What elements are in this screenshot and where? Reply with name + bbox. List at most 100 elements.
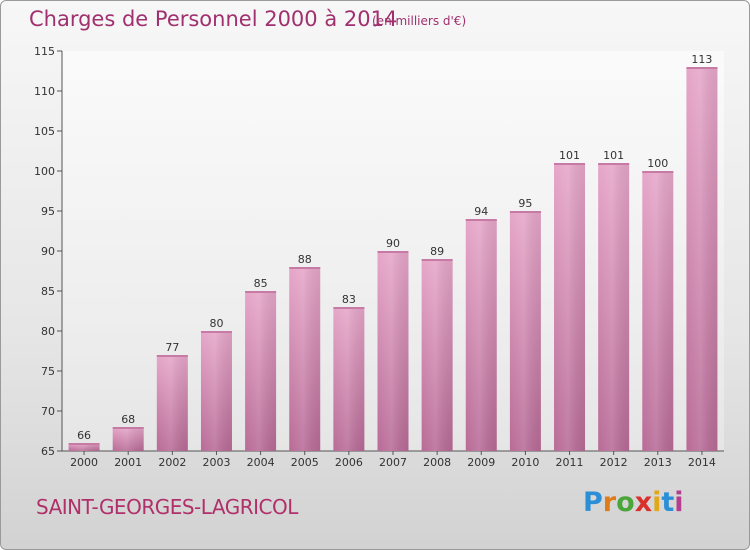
logo-letter: r — [602, 487, 617, 518]
value-label: 88 — [298, 253, 312, 266]
value-label: 77 — [165, 341, 179, 354]
bar-shine — [421, 259, 453, 451]
value-label: 113 — [691, 53, 712, 66]
logo-letter: i — [674, 487, 684, 518]
bar-top — [156, 355, 188, 357]
bar-top — [289, 267, 321, 269]
bar-top — [68, 443, 100, 445]
y-axis: 65 70 75 80 85 90 95 100 105 110 115 — [34, 45, 63, 458]
bar-top — [642, 171, 674, 173]
x-tick-label: 2001 — [114, 456, 142, 469]
bar-shine — [377, 251, 409, 451]
bar-top — [509, 211, 541, 213]
y-tick-label: 110 — [34, 85, 55, 98]
bar-top — [245, 291, 277, 293]
bar-shine — [465, 219, 497, 451]
value-label: 100 — [647, 157, 668, 170]
bar-2014 — [686, 67, 718, 451]
bar-shine — [642, 171, 674, 451]
y-tick-label: 90 — [41, 245, 55, 258]
bar-top — [465, 219, 497, 221]
bar-shine — [289, 267, 321, 451]
bar-top — [333, 307, 365, 309]
value-label: 68 — [121, 413, 135, 426]
bar-2010 — [509, 211, 541, 451]
bar-top — [554, 163, 586, 165]
x-tick-label: 2007 — [379, 456, 407, 469]
bar-shine — [554, 163, 586, 451]
value-label: 95 — [518, 197, 532, 210]
x-tick-label: 2005 — [291, 456, 319, 469]
bar-top — [200, 331, 232, 333]
y-tick-label: 70 — [41, 405, 55, 418]
bar-top — [421, 259, 453, 261]
x-tick-label: 2010 — [511, 456, 539, 469]
bar-shine — [68, 443, 100, 451]
value-labels: 66 68 77 80 85 88 83 90 89 94 95 101 101 100 113 — [77, 53, 712, 442]
x-tick-label: 2003 — [202, 456, 230, 469]
bar-2009 — [465, 219, 497, 451]
bar-shine — [112, 427, 144, 451]
logo-letter: x — [634, 487, 653, 518]
y-tick-label: 65 — [41, 445, 55, 458]
value-label: 80 — [209, 317, 223, 330]
x-tick-label: 2002 — [158, 456, 186, 469]
bar-2008 — [421, 259, 453, 451]
bar-top — [686, 67, 718, 69]
logo-letter: i — [652, 487, 662, 518]
x-axis: 2000 2001 2002 2003 2004 2005 2006 2007 2008 2009… — [62, 450, 724, 469]
bar-2012 — [598, 163, 630, 451]
commune-name: SAINT-GEORGES-LAGRICOL — [36, 495, 298, 519]
x-tick-label: 2009 — [467, 456, 495, 469]
bar-shine — [509, 211, 541, 451]
bar-2006 — [333, 307, 365, 451]
bar-shine — [156, 355, 188, 451]
bar-2005 — [289, 267, 321, 451]
value-label: 83 — [342, 293, 356, 306]
logo-letter: t — [661, 487, 675, 518]
y-tick-label: 105 — [34, 125, 55, 138]
bar-2002 — [156, 355, 188, 451]
logo-letter: P — [583, 487, 603, 518]
y-tick-label: 100 — [34, 165, 55, 178]
bar-2001 — [112, 427, 144, 451]
bar-2000 — [68, 443, 100, 451]
bar-shine — [686, 67, 718, 451]
bar-2011 — [554, 163, 586, 451]
chart-subtitle: (en milliers d'€) — [372, 14, 467, 28]
bar-2004 — [245, 291, 277, 451]
proxiti-logo: Proxiti — [583, 487, 684, 518]
bars — [68, 67, 718, 451]
chart-title: Charges de Personnel 2000 à 2014 — [29, 7, 398, 31]
bar-2013 — [642, 171, 674, 451]
y-tick-label: 80 — [41, 325, 55, 338]
x-tick-label: 2012 — [600, 456, 628, 469]
x-tick-label: 2014 — [688, 456, 716, 469]
x-tick-label: 2013 — [644, 456, 672, 469]
value-label: 90 — [386, 237, 400, 250]
x-tick-label: 2008 — [423, 456, 451, 469]
value-label: 85 — [254, 277, 268, 290]
bar-2007 — [377, 251, 409, 451]
x-tick-label: 2000 — [70, 456, 98, 469]
x-tick-label: 2011 — [556, 456, 584, 469]
x-tick-label: 2006 — [335, 456, 363, 469]
bar-shine — [200, 331, 232, 451]
logo-letter: o — [616, 487, 635, 518]
bar-shine — [333, 307, 365, 451]
value-label: 94 — [474, 205, 488, 218]
value-label: 101 — [559, 149, 580, 162]
bar-top — [377, 251, 409, 253]
bar-top — [112, 427, 144, 429]
value-label: 101 — [603, 149, 624, 162]
value-label: 66 — [77, 429, 91, 442]
bar-top — [598, 163, 630, 165]
bar-shine — [245, 291, 277, 451]
y-tick-label: 115 — [34, 45, 55, 58]
bar-shine — [598, 163, 630, 451]
value-label: 89 — [430, 245, 444, 258]
y-tick-label: 75 — [41, 365, 55, 378]
bar-2003 — [200, 331, 232, 451]
